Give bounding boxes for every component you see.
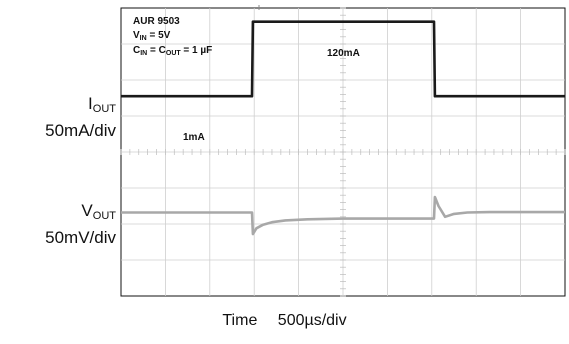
vout-axis-label: VOUT 50mV/div — [0, 200, 116, 249]
vin-annotation: VIN = 5V — [133, 30, 171, 42]
iout-scale: 50mA/div — [45, 121, 116, 140]
low-current-label: 1mA — [183, 132, 205, 143]
time-axis-label: Time 500µs/div — [0, 312, 569, 330]
caps-annotation: CIN = COUT = 1 µF — [133, 45, 212, 57]
time-scale: 500µs/div — [277, 312, 347, 329]
annotations: AUR 9503 VIN = 5V CIN = COUT = 1 µF 120m… — [133, 16, 360, 143]
high-current-label: 120mA — [327, 48, 360, 59]
traces — [120, 20, 566, 236]
iout-axis-label: IOUT 50mA/div — [0, 93, 116, 142]
vout-scale: 50mV/div — [45, 228, 116, 247]
time-label: Time — [222, 312, 258, 329]
grid — [120, 5, 566, 297]
part-number: AUR 9503 — [133, 16, 180, 27]
trace-iout — [121, 20, 565, 98]
